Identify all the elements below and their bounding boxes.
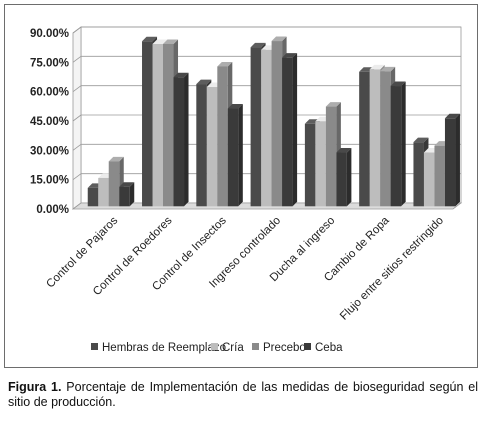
legend-label: Ceba: [315, 342, 343, 354]
gridline-side: [72, 114, 82, 122]
bar-top: [336, 148, 352, 153]
bar: [119, 186, 130, 207]
gridline-side: [72, 144, 82, 151]
bar-side: [455, 113, 460, 207]
bar: [87, 187, 99, 207]
legend-label: Cría: [222, 342, 244, 354]
bar-top: [227, 104, 243, 109]
gridline-side: [72, 56, 82, 63]
bar-top: [142, 36, 158, 42]
bar: [390, 86, 402, 207]
bar: [359, 71, 370, 207]
bar: [304, 123, 316, 207]
y-tick-label: 90.00%: [30, 28, 69, 40]
bar-top: [282, 53, 298, 58]
caption-label: Figura 1.: [8, 380, 62, 394]
bar: [444, 118, 456, 207]
bar: [282, 57, 293, 207]
bar: [325, 106, 337, 207]
bar: [271, 41, 283, 207]
bar-side: [346, 148, 352, 207]
y-tick-label: 45.00%: [30, 116, 69, 128]
bar: [250, 47, 262, 207]
bar-top: [325, 102, 341, 107]
gridline-side: [72, 85, 82, 92]
y-tick-label: 75.00%: [30, 57, 69, 69]
bar: [98, 177, 109, 207]
bar: [108, 161, 120, 207]
bar-top: [173, 72, 189, 78]
bar-top: [413, 137, 429, 143]
bar: [261, 49, 272, 207]
y-tick-label: 30.00%: [30, 145, 69, 157]
legend-swatch: [252, 343, 259, 350]
bar-top: [152, 39, 168, 44]
caption-text: Porcentaje de Implementación de las medi…: [8, 380, 478, 409]
bar: [173, 77, 185, 207]
bar-side: [184, 72, 189, 207]
bar-side: [238, 104, 243, 207]
bar: [217, 66, 228, 207]
bar-top: [369, 64, 385, 70]
bar: [206, 87, 218, 207]
bar: [315, 121, 326, 207]
bar-top: [250, 42, 266, 48]
y-tick-label: 15.00%: [30, 175, 69, 187]
bar: [423, 152, 435, 207]
legend-swatch: [304, 343, 311, 350]
bar-side: [292, 53, 298, 207]
bar: [152, 43, 164, 207]
bar: [142, 41, 153, 207]
bar-top: [108, 156, 124, 162]
bar: [163, 43, 174, 207]
gridline-side: [72, 26, 82, 34]
bar-top: [119, 182, 135, 187]
bar-top: [444, 113, 460, 119]
bar: [434, 145, 445, 207]
chart-frame: 0.00% 15.00% 30.00% 45.00% 60.00% 75.00% 90.00…: [4, 4, 478, 368]
bar-side: [129, 182, 135, 207]
bar-top: [380, 66, 396, 72]
bar: [196, 84, 207, 207]
bar: [413, 142, 424, 207]
bar-chart: 0.00% 15.00% 30.00% 45.00% 60.00% 75.00% 90.00…: [30, 26, 463, 354]
gridline-side: [72, 173, 82, 180]
bar: [227, 108, 239, 207]
bar-top: [271, 36, 287, 42]
bar-top: [163, 39, 179, 44]
y-tick-label: 0.00%: [36, 204, 69, 216]
y-tick-label: 60.00%: [30, 87, 69, 99]
legend-label: Precebo: [263, 342, 306, 354]
legend-swatch: [211, 343, 218, 350]
legend-label: Hembras de Reemplazo: [102, 342, 226, 354]
x-tick-label: Flujo entre sitios restringido: [338, 215, 446, 323]
bar: [336, 152, 347, 207]
bar-top: [196, 79, 212, 85]
bar-side: [401, 81, 406, 207]
bar-top: [217, 61, 233, 67]
figure-caption: Figura 1. Porcentaje de Implementación d…: [8, 380, 478, 410]
bar: [369, 69, 381, 207]
bar: [380, 71, 391, 207]
bar-top: [390, 81, 406, 87]
legend-swatch: [91, 343, 98, 350]
